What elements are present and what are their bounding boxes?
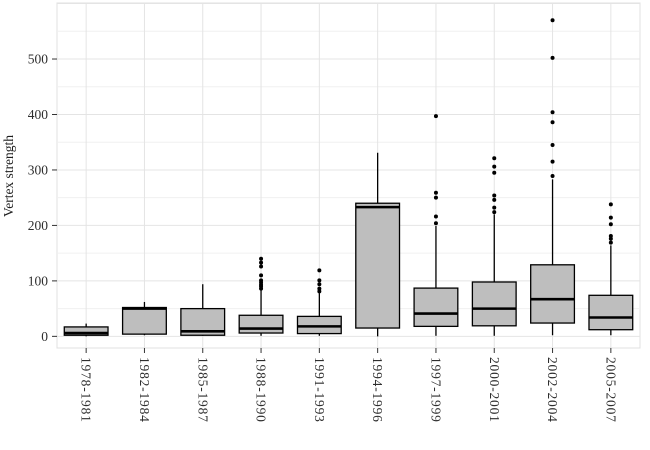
boxplot-1994-1996	[355, 152, 401, 337]
outlier-point	[259, 260, 264, 265]
outlier-point	[492, 164, 497, 169]
boxplot-1988-1990	[238, 256, 284, 336]
outlier-point	[492, 210, 497, 215]
boxplot-2005-2007	[588, 202, 634, 336]
x-tick-label: 1997-1999	[428, 357, 443, 423]
outlier-point	[317, 282, 322, 287]
boxplot-1982-1984	[121, 301, 167, 336]
outlier-point	[317, 289, 322, 294]
x-tick-label: 2000-2001	[487, 357, 502, 423]
x-tick-label: 1978-1981	[79, 357, 94, 423]
iqr-box	[413, 287, 459, 328]
iqr-box	[121, 306, 167, 335]
x-tick-label: 1991-1993	[312, 357, 327, 423]
outlier-point	[608, 236, 613, 241]
outlier-point	[492, 156, 497, 161]
outlier-point	[608, 222, 613, 227]
outlier-point	[608, 240, 613, 245]
iqr-box	[530, 264, 576, 324]
x-tick-label: 1994-1996	[370, 357, 385, 423]
y-axis-title: Vertex strength	[1, 135, 16, 217]
x-tick-label: 1982-1984	[137, 357, 152, 423]
outlier-point	[259, 273, 264, 278]
outlier-point	[608, 202, 613, 207]
outlier-point	[608, 215, 613, 220]
outlier-point	[433, 214, 438, 219]
outlier-point	[550, 174, 555, 179]
outlier-point	[433, 195, 438, 200]
outlier-point	[433, 190, 438, 195]
outlier-point	[492, 205, 497, 210]
y-tick-label: 300	[28, 162, 49, 177]
y-tick-label: 500	[28, 52, 49, 67]
x-tick-label: 1985-1987	[195, 357, 210, 423]
y-tick-label: 0	[41, 329, 48, 344]
outlier-point	[492, 193, 497, 198]
outlier-point	[550, 55, 555, 60]
y-tick-label: 400	[28, 107, 49, 122]
outlier-point	[317, 278, 322, 283]
iqr-box	[238, 314, 284, 334]
boxplot-1991-1993	[296, 268, 342, 336]
y-tick-label: 100	[28, 273, 49, 288]
outlier-point	[608, 233, 613, 238]
outlier-point	[492, 197, 497, 202]
boxplot-1997-1999	[413, 114, 459, 336]
iqr-box	[471, 281, 517, 327]
outlier-point	[550, 18, 555, 23]
outlier-point	[492, 170, 497, 175]
boxplot-1978-1981	[63, 323, 109, 337]
outlier-point	[433, 114, 438, 119]
iqr-box	[355, 202, 401, 329]
plot-area: 0 100 200 300 400 500 1978-1981 1982-1984 1985-1…	[28, 2, 641, 423]
x-tick-label: 2005-2007	[603, 357, 618, 423]
outlier-point	[550, 120, 555, 125]
outlier-point	[433, 221, 438, 226]
x-tick-label: 1988-1990	[254, 357, 269, 423]
outlier-point	[259, 256, 264, 261]
outlier-point	[259, 278, 264, 283]
outlier-point	[550, 142, 555, 147]
outlier-point	[550, 110, 555, 115]
outlier-point	[550, 159, 555, 164]
iqr-box	[63, 326, 109, 336]
iqr-box	[296, 315, 342, 335]
outlier-point	[317, 268, 322, 273]
boxplot-1985-1987	[180, 284, 226, 336]
outlier-point	[317, 286, 322, 291]
x-tick-label: 2002-2004	[545, 357, 560, 423]
iqr-box	[588, 294, 634, 331]
y-tick-label: 200	[28, 218, 49, 233]
boxplot-2000-2001	[471, 156, 517, 336]
outlier-point	[259, 264, 264, 269]
boxplot-2002-2004	[530, 18, 576, 336]
